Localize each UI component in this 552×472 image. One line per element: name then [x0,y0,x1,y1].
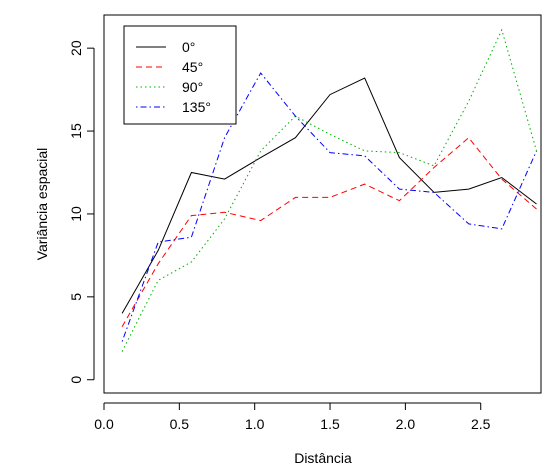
x-axis-title: Distância [294,450,352,466]
y-tick-label: 5 [68,293,84,301]
y-tick-label: 10 [68,206,84,222]
legend-box [123,25,237,125]
x-tick-label: 1.5 [320,416,340,432]
x-tick-label: 2.5 [471,416,491,432]
legend-label: 45° [182,59,203,75]
legend-label: 0° [182,39,195,55]
legend-label: 90° [182,79,203,95]
y-tick-label: 0 [68,376,84,384]
x-tick-label: 2.0 [396,416,416,432]
x-axis: 0.0 0.5 1.0 1.5 2.0 2.5 [94,402,491,432]
y-tick-label: 20 [68,40,84,56]
legend-label: 135° [182,99,211,115]
series-line-0 [121,77,537,314]
plot-frame [103,14,542,394]
series-line-3 [121,72,537,342]
series-line-2 [121,28,537,352]
x-tick-label: 0.5 [170,416,190,432]
series-line-1 [121,136,537,327]
y-axis: 0 5 10 15 20 [68,40,95,384]
series-layer [121,28,537,352]
x-tick-label: 1.0 [245,416,265,432]
legend: 0° 45° 90° 135° [123,25,237,125]
y-tick-label: 15 [68,123,84,139]
x-tick-label: 0.0 [94,416,114,432]
y-axis-title: Variância espacial [34,148,50,261]
